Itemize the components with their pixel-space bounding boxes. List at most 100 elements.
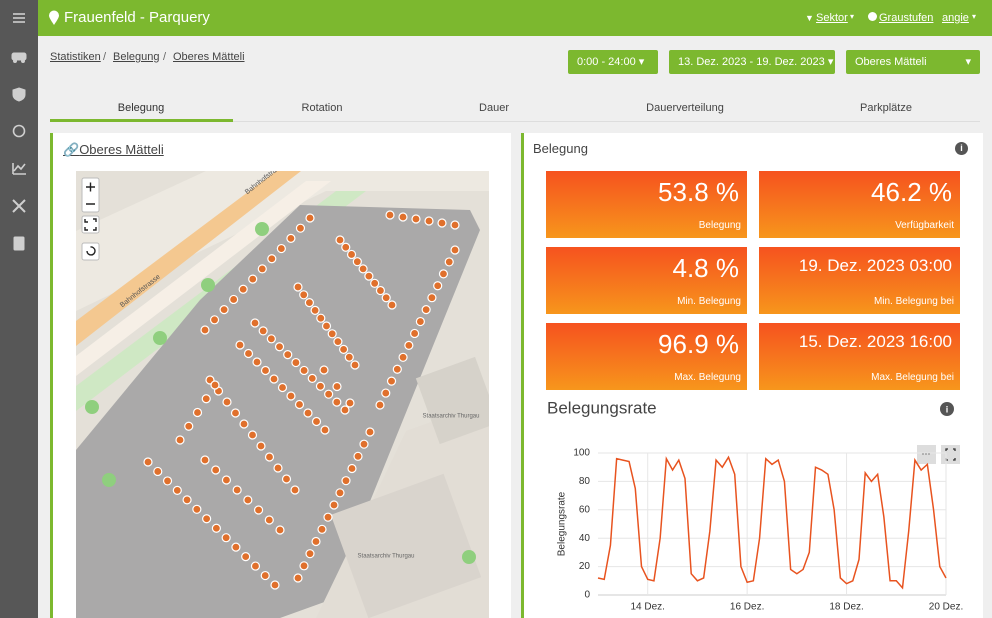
parking-spot[interactable] (192, 407, 203, 418)
parking-spot[interactable] (256, 441, 266, 451)
parking-spot[interactable] (404, 340, 414, 350)
parking-spot[interactable] (258, 326, 268, 336)
parking-spot[interactable] (266, 334, 276, 344)
parking-spot[interactable] (211, 465, 221, 475)
parking-spot[interactable] (286, 233, 296, 243)
parking-spot[interactable] (323, 512, 333, 522)
parking-spot[interactable] (231, 542, 241, 552)
breadcrumb[interactable]: Statistiken (50, 51, 101, 63)
parking-spot[interactable] (221, 475, 232, 485)
parking-spot[interactable] (247, 430, 258, 440)
parking-spot[interactable] (311, 416, 322, 427)
parking-spot[interactable] (276, 243, 286, 254)
parking-spot[interactable] (375, 400, 385, 410)
map-title[interactable]: 🔗Oberes Mätteli (63, 142, 164, 157)
parking-spot[interactable] (299, 365, 309, 376)
parking-spot[interactable] (358, 264, 368, 274)
parking-spot[interactable] (433, 281, 443, 291)
info-icon[interactable] (940, 402, 954, 416)
parking-spot[interactable] (310, 305, 320, 315)
breadcrumb[interactable]: Oberes Mätteli (173, 51, 245, 63)
parking-spot[interactable] (143, 457, 153, 467)
parking-spot[interactable] (316, 313, 326, 323)
menu-button[interactable] (917, 445, 936, 464)
parking-spot[interactable] (250, 318, 260, 328)
parking-spot[interactable] (332, 381, 342, 392)
grayscale-toggle[interactable]: Graustufen (879, 12, 934, 24)
fullscreen-button[interactable] (941, 445, 960, 464)
parking-spot[interactable] (299, 290, 309, 300)
parking-spot[interactable] (286, 391, 296, 401)
parking-spot[interactable] (209, 315, 220, 325)
parking-spot[interactable] (243, 495, 253, 505)
parking-spot[interactable] (335, 235, 345, 245)
tab[interactable]: Parkplätze (860, 102, 912, 114)
parking-spot[interactable] (333, 337, 343, 347)
time-filter[interactable]: 0:00 - 24:00 ▾ (568, 50, 658, 74)
parking-spot[interactable] (329, 500, 339, 510)
tab[interactable]: Dauerverteilung (646, 102, 724, 114)
parking-spot[interactable] (222, 397, 232, 407)
parking-spot[interactable] (437, 218, 447, 228)
parking-spot[interactable] (305, 213, 315, 223)
parking-spot[interactable] (250, 561, 261, 571)
tab[interactable]: Belegung (117, 102, 165, 114)
parking-spot[interactable] (269, 374, 279, 384)
parking-spot[interactable] (230, 408, 241, 418)
parking-spot[interactable] (200, 325, 210, 335)
parking-spot[interactable] (319, 365, 329, 375)
parking-spot[interactable] (341, 242, 351, 252)
parking-spot[interactable] (427, 293, 437, 303)
parking-spot[interactable] (275, 525, 285, 535)
parking-spot[interactable] (192, 504, 202, 514)
parking-spot[interactable] (340, 405, 350, 415)
parking-spot[interactable] (324, 389, 334, 399)
parking-spot[interactable] (277, 382, 288, 393)
parking-spot[interactable] (386, 376, 397, 386)
parking-spot[interactable] (273, 463, 283, 473)
parking-spot[interactable] (200, 455, 210, 465)
parking-spot[interactable] (267, 254, 277, 264)
parking-spot[interactable] (305, 549, 315, 559)
parking-spot[interactable] (303, 408, 313, 418)
parking-spot[interactable] (182, 495, 192, 505)
parking-spot[interactable] (444, 257, 454, 267)
parking-spot[interactable] (260, 570, 270, 581)
parking-spot[interactable] (339, 344, 349, 354)
parking-spot[interactable] (415, 316, 425, 327)
tab[interactable]: Rotation (301, 102, 343, 114)
parking-spot[interactable] (281, 474, 292, 484)
parking-spot[interactable] (359, 439, 369, 449)
parking-spot[interactable] (345, 398, 355, 408)
area-filter[interactable]: Oberes Mätteli ▾ (846, 50, 980, 74)
parking-spot[interactable] (385, 210, 395, 220)
parking-spot[interactable] (381, 388, 391, 398)
parking-spot[interactable] (350, 360, 360, 370)
parking-spot[interactable] (398, 212, 408, 222)
parking-spot[interactable] (315, 381, 326, 391)
parking-spot[interactable] (450, 220, 460, 230)
parking-spot[interactable] (332, 397, 342, 407)
tab[interactable]: Dauer (479, 102, 509, 114)
parking-spot[interactable] (375, 285, 386, 296)
parking-spot[interactable] (304, 298, 314, 308)
parking-spot[interactable] (290, 485, 300, 495)
parking-spot[interactable] (450, 245, 460, 255)
parking-spot[interactable] (201, 394, 211, 404)
parking-spot[interactable] (311, 536, 321, 547)
parking-spot[interactable] (293, 573, 303, 583)
parking-spot[interactable] (232, 485, 242, 495)
parking-spot[interactable] (347, 463, 357, 474)
parking-spot[interactable] (410, 328, 420, 339)
parking-spot[interactable] (243, 348, 254, 359)
parking-spot[interactable] (398, 352, 408, 362)
parking-spot[interactable] (299, 561, 309, 571)
parking-spot[interactable] (239, 419, 249, 429)
parking-spot[interactable] (320, 425, 330, 435)
parking-spot[interactable] (341, 476, 351, 486)
parking-spot[interactable] (353, 451, 363, 461)
parking-spot[interactable] (264, 515, 274, 525)
map[interactable]: Bahnhofstrasse Bahnhofstrasse Staatsarch… (76, 171, 489, 618)
parking-spot[interactable] (344, 352, 354, 362)
parking-spot[interactable] (270, 580, 280, 590)
